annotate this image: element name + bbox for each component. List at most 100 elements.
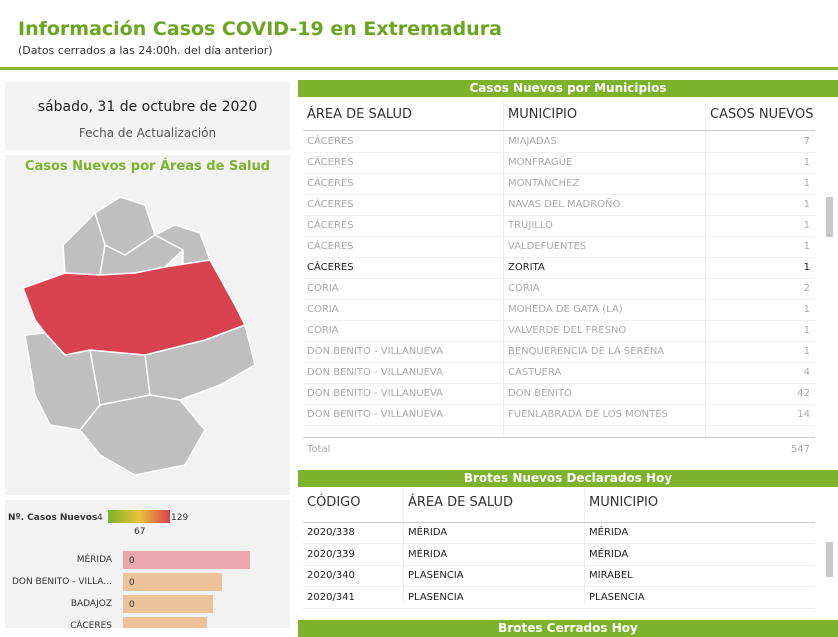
- cell: 1: [803, 220, 810, 231]
- region-highlight: [22, 259, 247, 356]
- cell: 2020/338: [307, 527, 355, 538]
- column-header: CÓDIGO: [307, 495, 361, 510]
- area-name: MÉRIDA: [76, 555, 112, 565]
- row-rule: [303, 564, 815, 566]
- area-bars-panel: Nº. Casos Nuevos 4 129 67 MÉRIDA 0 DON BEN…: [5, 500, 290, 628]
- cell: MÉRIDA: [408, 527, 448, 538]
- area-value: 0: [129, 578, 135, 588]
- cell: DON BENITO - VILLANUEVA: [307, 409, 443, 420]
- cell: CÁCERES: [307, 241, 354, 252]
- column-header: CASOS NUEVOS: [710, 107, 814, 122]
- cell: CÁCERES: [307, 178, 354, 189]
- row-rule: [303, 215, 815, 216]
- area-value: 0: [129, 600, 135, 610]
- row-rule: [303, 341, 815, 342]
- cell: VALDEFUENTES: [508, 241, 587, 252]
- row-rule: [303, 173, 815, 174]
- cell: 1: [803, 241, 810, 252]
- row-rule: [303, 607, 815, 609]
- row-rule: [303, 299, 815, 300]
- cell: VALVERDE DEL FRESNO: [508, 325, 627, 336]
- legend-gradient: [108, 510, 170, 523]
- cell: 1: [803, 199, 810, 210]
- cell: 1: [803, 304, 810, 315]
- area-bar: [123, 573, 222, 591]
- cell: 1: [803, 262, 810, 273]
- cell: 2020/339: [307, 548, 355, 560]
- header-rule: [303, 130, 815, 131]
- section-title: Brotes Cerrados Hoy: [298, 620, 838, 637]
- header-rule: [303, 522, 815, 523]
- cell: DON BENITO - VILLANUEVA: [307, 346, 443, 357]
- cell: 1: [803, 157, 810, 168]
- legend-max: 129: [171, 513, 189, 523]
- cell: MÉRIDA: [589, 548, 629, 560]
- row-rule: [303, 257, 815, 258]
- cell: TRUJILLO: [508, 220, 553, 231]
- header-rule: [0, 67, 838, 70]
- cell: PLASENCIA: [408, 591, 464, 603]
- cell: CORIA: [307, 283, 339, 294]
- cell: DON BENITO - VILLANUEVA: [307, 367, 443, 378]
- cell: ZORITA: [508, 262, 545, 273]
- cell: 14: [797, 409, 810, 420]
- cell: 1: [803, 346, 810, 357]
- area-bar: [123, 595, 213, 613]
- area-name: CÁCERES: [70, 621, 112, 628]
- section-title: Brotes Nuevos Declarados Hoy: [298, 470, 838, 487]
- cell: 2020/341: [307, 591, 355, 603]
- column-header: ÁREA DE SALUD: [408, 495, 514, 510]
- total-value: 547: [790, 444, 810, 455]
- scrollbar: [826, 542, 833, 577]
- total-rule: [303, 437, 815, 438]
- cell: MIAJADAS: [508, 136, 557, 147]
- area-name: DON BENITO - VILLA...: [11, 577, 112, 587]
- cell: MIRABEL: [589, 570, 633, 581]
- date-card: sábado, 31 de octubre de 2020 Fecha de A…: [5, 82, 290, 150]
- subtitle: (Datos cerrados a las 24:00h. del día an…: [18, 44, 273, 57]
- cell: CÁCERES: [307, 220, 354, 231]
- row-rule: [303, 383, 815, 384]
- column-header: MUNICIPIO: [508, 107, 578, 122]
- total-label: Total: [307, 444, 331, 455]
- cell: DON BENITO: [508, 388, 572, 399]
- cell: MÉRIDA: [408, 548, 448, 560]
- map-panel: Casos Nuevos por Áreas de Salud: [5, 155, 290, 495]
- scrollbar: [826, 197, 833, 237]
- map-title: Casos Nuevos por Áreas de Salud: [24, 159, 271, 174]
- row-rule: [303, 362, 815, 363]
- area-bar: [123, 551, 250, 569]
- section-title: Casos Nuevos por Municipios: [298, 80, 838, 97]
- area-name: BADAJOZ: [70, 599, 112, 609]
- column-header: MUNICIPIO: [589, 495, 659, 510]
- column-divider: [403, 489, 404, 604]
- cell: CÁCERES: [307, 136, 354, 147]
- column-divider: [503, 101, 504, 437]
- row-rule: [303, 320, 815, 321]
- area-bar: [123, 617, 207, 628]
- cell: PLASENCIA: [589, 591, 645, 603]
- cell: MOHEDA DE GATA (LA): [508, 304, 623, 315]
- legend-mid: 67: [134, 527, 146, 537]
- cell: 1: [803, 178, 810, 189]
- cell: MONTÁNCHEZ: [508, 178, 580, 189]
- map: [22, 196, 256, 476]
- row-rule: [303, 194, 815, 195]
- legend-min: 4: [97, 513, 103, 523]
- cell: MÉRIDA: [589, 527, 629, 538]
- cell: 1: [803, 325, 810, 336]
- cell: DON BENITO - VILLANUEVA: [307, 388, 443, 399]
- cell: BENQUERENCIA DE LA SERENA: [508, 346, 665, 357]
- cell: CÁCERES: [307, 262, 354, 273]
- row-rule: [303, 152, 815, 153]
- legend-label: Nº. Casos Nuevos: [8, 513, 98, 523]
- brotes-table: CÓDIGO ÁREA DE SALUD MUNICIPIO 2020/338 MÉRI…: [298, 487, 838, 609]
- title: Información Casos COVID-19 en Extremadur…: [18, 18, 502, 40]
- row-rule: [303, 404, 815, 405]
- cell: CÁCERES: [307, 199, 354, 210]
- cell: CORIA: [307, 304, 339, 315]
- cell: 4: [803, 367, 810, 378]
- cell: 7: [803, 136, 810, 147]
- row-rule: [303, 543, 815, 544]
- cell: 2020/340: [307, 570, 355, 581]
